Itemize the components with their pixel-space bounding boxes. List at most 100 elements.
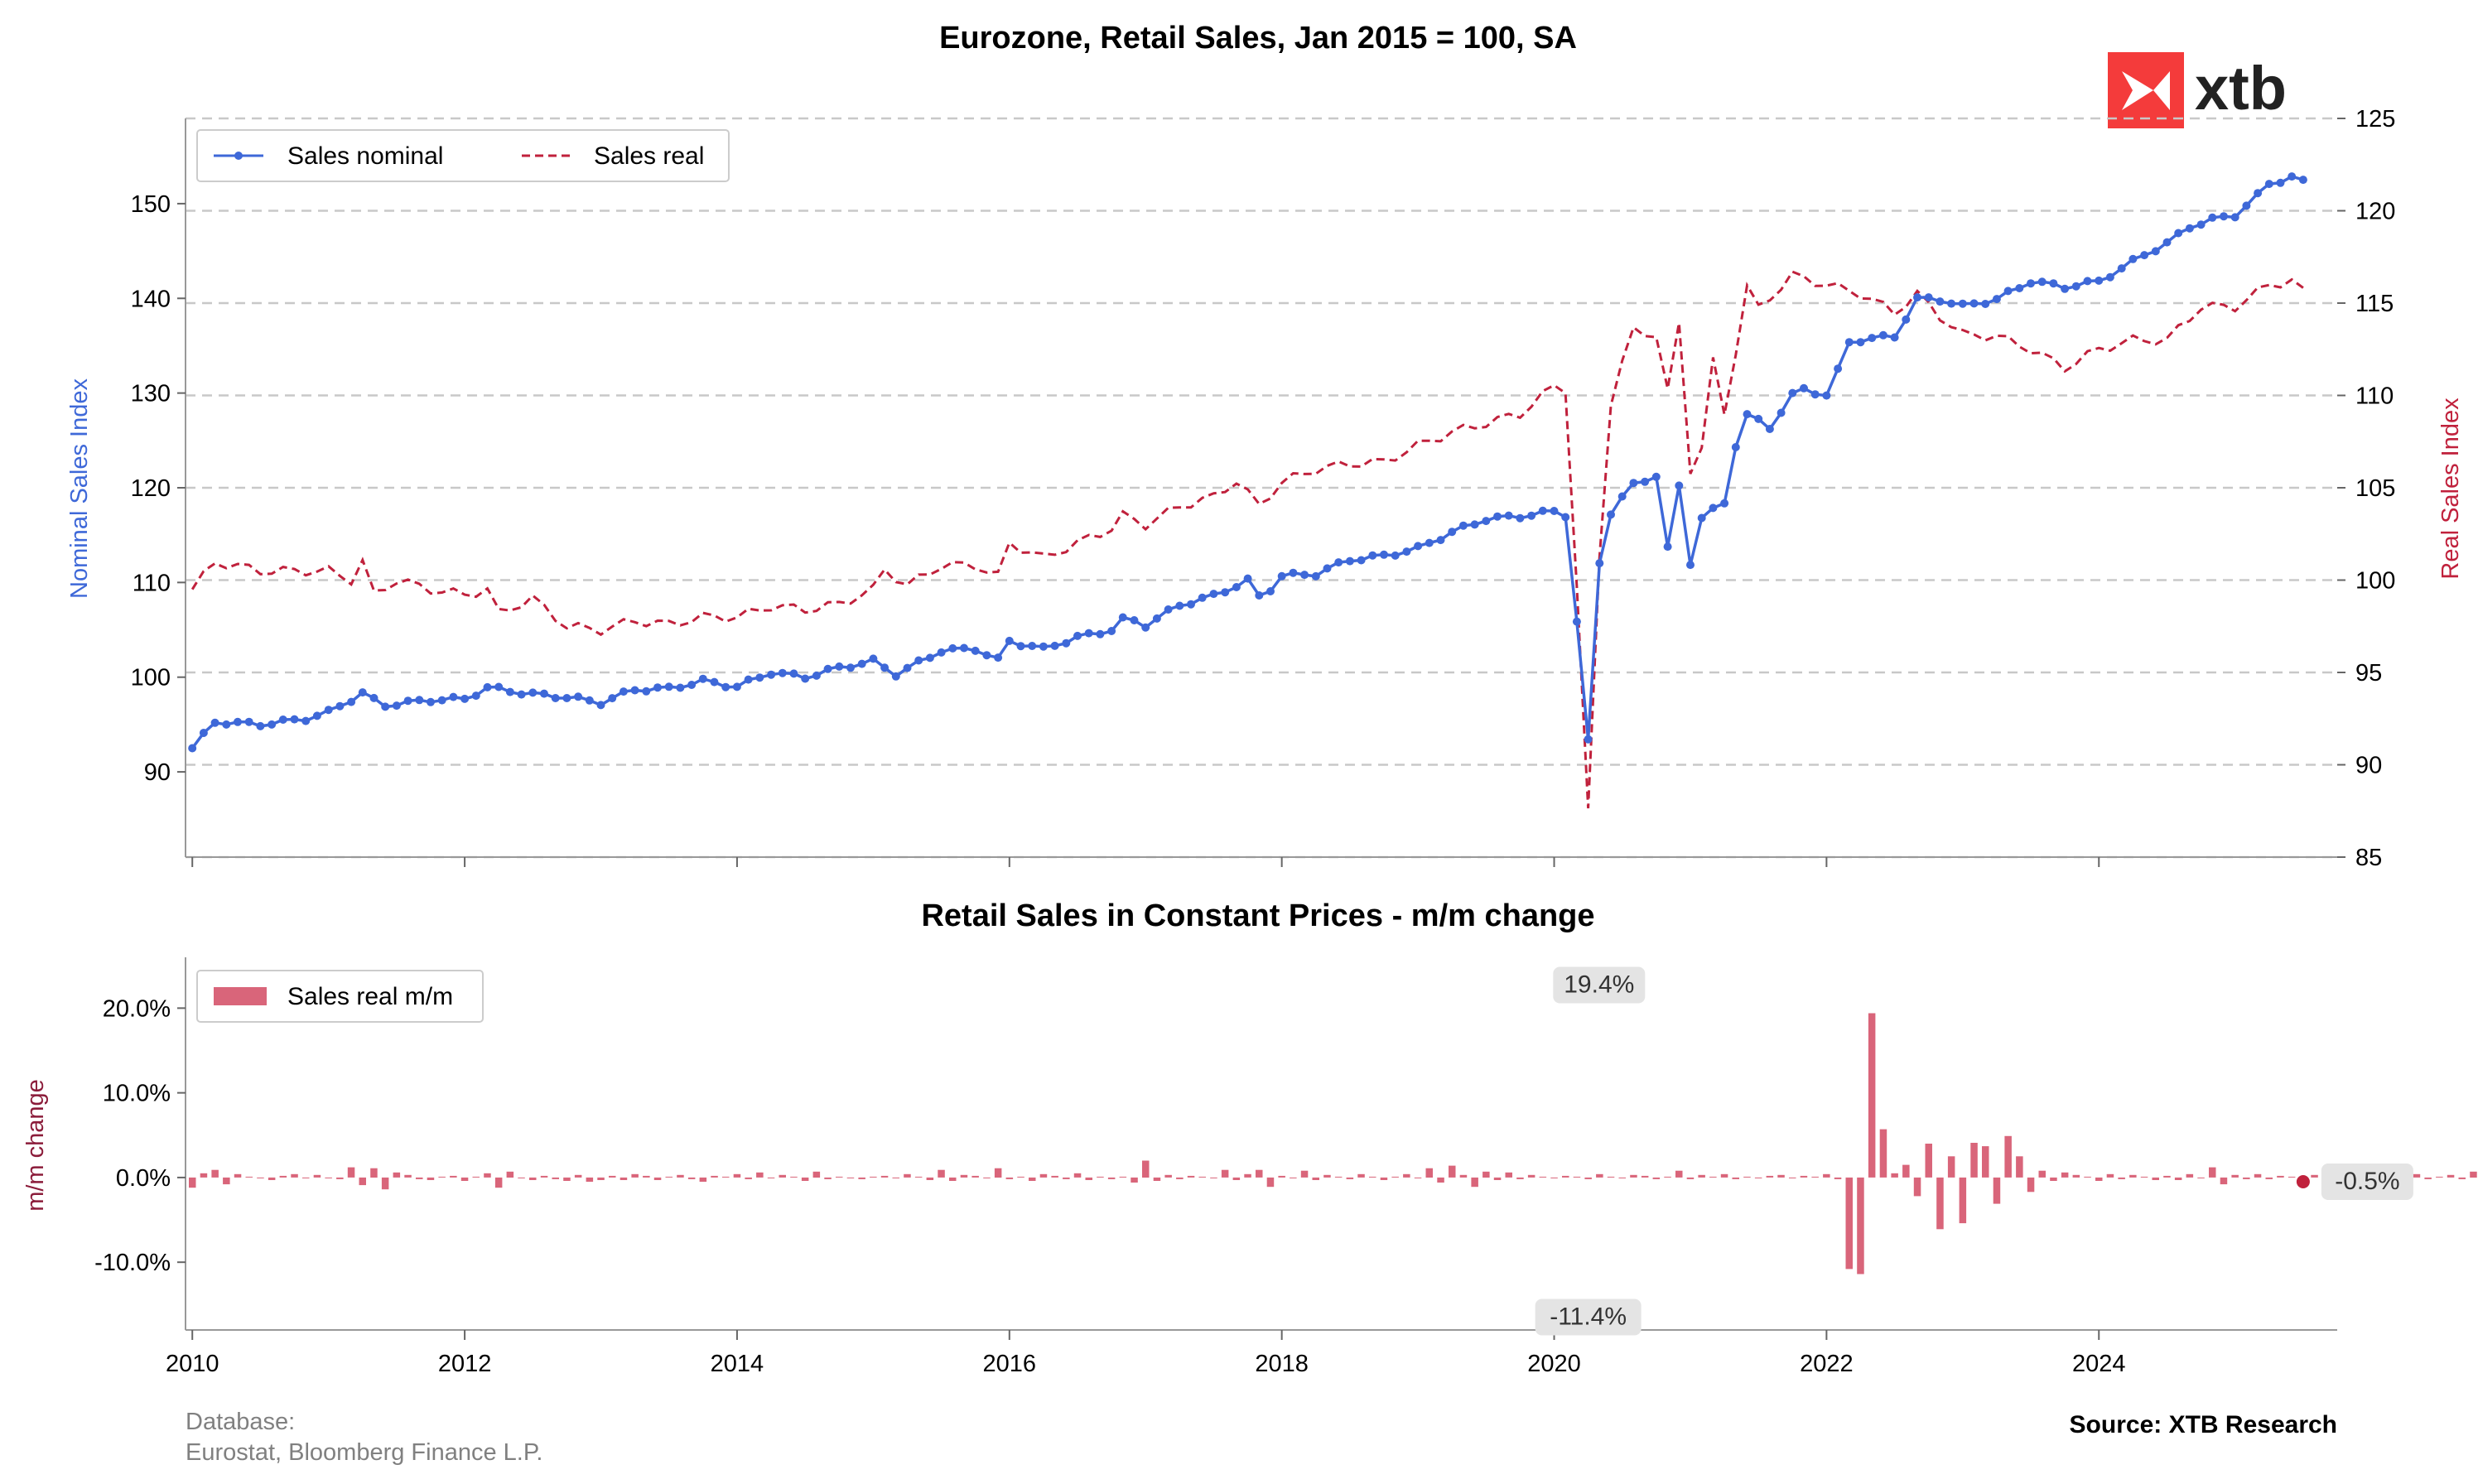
bar-198 (2436, 1176, 2443, 1178)
nominal-point-43 (676, 683, 685, 692)
bar-chart-title: Retail Sales in Constant Prices - m/m ch… (921, 899, 1594, 933)
nominal-point-104 (1368, 551, 1377, 560)
x-tick-label-0: 2010 (166, 1351, 219, 1377)
nominal-point-143 (1810, 390, 1820, 399)
nominal-point-151 (1902, 315, 1911, 324)
nominal-point-47 (721, 682, 730, 691)
nominal-point-170 (2117, 264, 2126, 273)
x-tick-label-6: 2022 (1800, 1351, 1854, 1377)
bar-135 (1720, 1173, 1728, 1178)
nominal-point-21 (427, 697, 435, 706)
nominal-point-81 (1107, 627, 1116, 635)
xtb-logo: xtb (2108, 52, 2287, 128)
nominal-point-86 (1164, 605, 1173, 614)
bar-143 (1811, 1176, 1819, 1178)
nominal-point-64 (914, 656, 923, 665)
nominal-point-18 (392, 701, 401, 711)
nominal-point-153 (1924, 293, 1933, 302)
bar-0 (189, 1177, 196, 1188)
bar-7 (268, 1177, 276, 1180)
nominal-point-119 (1538, 506, 1547, 515)
bar-57 (836, 1176, 843, 1178)
nominal-point-83 (1130, 616, 1139, 624)
bar-133 (1698, 1174, 1705, 1178)
bar-129 (1652, 1177, 1661, 1179)
annotation-box-1 (1535, 1298, 1642, 1336)
bar-149 (1879, 1129, 1887, 1178)
bar-146 (1845, 1177, 1853, 1270)
nominal-point-16 (369, 693, 378, 702)
bar-21 (427, 1177, 435, 1180)
x-tick-label-2: 2014 (711, 1351, 764, 1377)
bar-170 (2118, 1177, 2125, 1179)
nominal-point-115 (1493, 512, 1502, 521)
bar-187 (2311, 1174, 2318, 1178)
nominal-point-67 (948, 643, 957, 653)
bar-100 (1323, 1174, 1331, 1178)
bar-92 (1232, 1177, 1241, 1180)
bar-101 (1334, 1176, 1343, 1178)
nominal-point-110 (1436, 536, 1445, 545)
bar-124 (1596, 1173, 1603, 1178)
bar-142 (1800, 1175, 1808, 1178)
bar-167 (2084, 1176, 2091, 1178)
bar-18 (393, 1172, 401, 1178)
nominal-point-74 (1028, 642, 1037, 650)
nominal-point-105 (1380, 550, 1388, 559)
bar-67 (949, 1177, 957, 1181)
bar-160 (2004, 1135, 2012, 1178)
nominal-point-184 (2276, 178, 2285, 187)
annotation-label-1: -11.4% (1550, 1303, 1627, 1331)
nominal-point-112 (1458, 521, 1468, 530)
bar-102 (1346, 1177, 1354, 1179)
nominal-point-75 (1039, 642, 1048, 651)
nominal-point-95 (1266, 587, 1275, 595)
right-tick-label-3: 100 (2355, 568, 2395, 595)
nominal-point-131 (1675, 481, 1684, 490)
bar-127 (1630, 1174, 1637, 1178)
nominal-point-138 (1754, 414, 1763, 423)
bar-61 (880, 1175, 889, 1178)
nominal-point-12 (324, 706, 333, 715)
bar-64 (914, 1176, 923, 1178)
bar-111 (1449, 1165, 1456, 1178)
nominal-point-52 (778, 668, 787, 677)
x-tick-label-7: 2024 (2072, 1351, 2126, 1377)
bar-172 (2140, 1176, 2148, 1178)
nominal-point-149 (1878, 330, 1887, 340)
nominal-point-101 (1334, 558, 1343, 567)
bar-183 (2265, 1177, 2273, 1179)
right-tick-label-1: 90 (2355, 753, 2382, 779)
bar-115 (1493, 1177, 1502, 1180)
nominal-point-173 (2151, 247, 2160, 256)
nominal-point-69 (971, 646, 980, 655)
right-axis-label: Real Sales Index (2437, 398, 2464, 580)
bar-27 (494, 1177, 503, 1188)
nominal-point-150 (1890, 333, 1899, 342)
bar-199 (2447, 1174, 2455, 1178)
bar-80 (1097, 1176, 1104, 1178)
bar-132 (1686, 1177, 1695, 1179)
bar-46 (711, 1175, 718, 1178)
xtb-x-icon-glyph (2122, 71, 2170, 110)
nominal-point-61 (880, 663, 889, 672)
nominal-point-159 (1992, 295, 2001, 304)
nominal-point-155 (1947, 299, 1956, 308)
footer-database-label: Database: (186, 1409, 295, 1435)
bar-94 (1256, 1169, 1263, 1178)
nominal-point-82 (1118, 613, 1127, 622)
bar-20 (416, 1177, 423, 1179)
x-tick-label-4: 2018 (1255, 1351, 1309, 1377)
nominal-point-54 (801, 674, 810, 683)
nominal-point-72 (1005, 636, 1014, 645)
nominal-point-128 (1641, 477, 1650, 486)
annotation-box-0 (1553, 966, 1646, 1004)
bar-47 (722, 1176, 730, 1178)
bar-114 (1482, 1171, 1490, 1178)
annotation-label-0: 19.4% (1564, 971, 1634, 999)
top-legend: Sales nominal Sales real (196, 129, 730, 182)
nominal-point-76 (1050, 641, 1059, 650)
nominal-point-66 (937, 648, 946, 657)
bar-128 (1641, 1175, 1649, 1178)
